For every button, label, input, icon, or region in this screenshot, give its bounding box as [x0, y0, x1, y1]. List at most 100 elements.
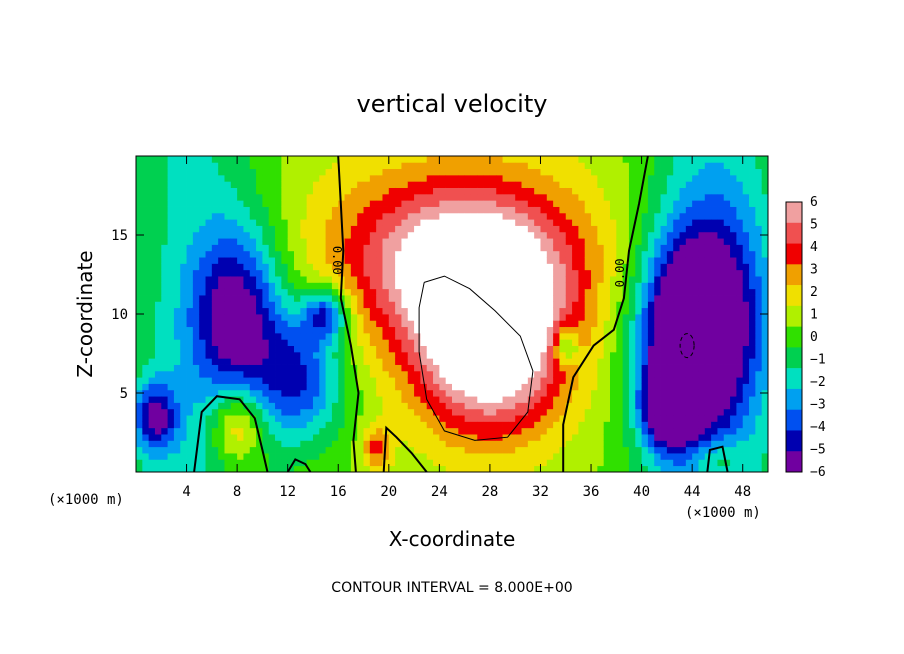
field-cell: [698, 440, 706, 448]
field-cell: [376, 459, 383, 467]
field-cell: [256, 276, 263, 283]
field-cell: [489, 377, 497, 384]
field-cell: [154, 276, 162, 283]
field-cell: [534, 465, 541, 473]
field-cell: [300, 225, 308, 233]
field-cell: [647, 351, 655, 359]
field-cell: [243, 156, 251, 163]
field-cell: [502, 459, 510, 467]
field-cell: [268, 332, 276, 340]
field-cell: [736, 453, 744, 460]
field-cell: [433, 263, 440, 271]
field-cell: [496, 465, 503, 473]
field-cell: [268, 162, 276, 170]
field-cell: [458, 219, 466, 226]
field-cell: [205, 257, 213, 264]
field-cell: [464, 156, 472, 163]
field-cell: [597, 320, 605, 328]
field-cell: [395, 415, 402, 422]
field-cell: [407, 231, 415, 239]
field-cell: [148, 332, 156, 340]
field-cell: [287, 206, 295, 214]
field-cell: [300, 364, 308, 372]
field-cell: [749, 326, 756, 334]
field-cell: [622, 446, 630, 454]
field-cell: [483, 225, 491, 233]
field-cell: [199, 358, 206, 365]
field-cell: [148, 396, 156, 403]
field-cell: [647, 187, 655, 195]
field-cell: [275, 200, 282, 207]
field-cell: [275, 168, 282, 176]
field-cell: [268, 212, 276, 220]
field-cell: [603, 396, 611, 403]
field-cell: [723, 402, 731, 410]
field-cell: [199, 288, 206, 296]
field-cell: [224, 193, 232, 201]
field-cell: [230, 320, 238, 328]
field-cell: [256, 459, 263, 467]
field-cell: [559, 408, 567, 416]
field-cell: [357, 200, 364, 207]
field-cell: [199, 257, 206, 264]
field-cell: [382, 459, 390, 467]
field-cell: [711, 257, 718, 264]
field-cell: [268, 301, 276, 309]
field-cell: [192, 383, 200, 391]
field-cell: [761, 396, 769, 403]
field-cell: [167, 168, 175, 176]
field-cell: [502, 465, 510, 473]
field-cell: [243, 314, 251, 321]
field-cell: [685, 459, 693, 467]
field-cell: [154, 459, 162, 467]
field-cell: [483, 257, 491, 264]
field-cell: [445, 320, 453, 328]
field-cell: [136, 168, 143, 176]
field-cell: [654, 193, 661, 201]
field-cell: [256, 326, 263, 334]
field-cell: [565, 162, 573, 170]
field-cell: [616, 358, 624, 365]
field-cell: [508, 219, 516, 226]
field-cell: [540, 465, 548, 473]
field-cell: [262, 314, 270, 321]
field-cell: [281, 351, 289, 359]
field-cell: [704, 370, 712, 378]
field-cell: [230, 269, 238, 277]
field-cell: [584, 269, 592, 277]
field-cell: [692, 257, 699, 264]
field-cell: [628, 307, 636, 315]
field-cell: [173, 364, 181, 372]
field-cell: [275, 415, 282, 422]
field-cell: [268, 402, 276, 410]
field-cell: [723, 415, 731, 422]
field-cell: [237, 370, 244, 378]
field-cell: [275, 174, 282, 182]
field-cell: [350, 168, 358, 176]
field-cell: [527, 320, 535, 328]
field-cell: [755, 212, 763, 220]
field-cell: [300, 181, 308, 188]
field-cell: [325, 408, 333, 416]
field-cell: [692, 389, 699, 397]
field-cell: [698, 314, 706, 321]
field-cell: [464, 206, 472, 214]
field-cell: [635, 421, 642, 429]
field-cell: [458, 446, 466, 454]
field-cell: [287, 282, 295, 290]
field-cell: [679, 307, 687, 315]
field-cell: [243, 402, 251, 410]
field-cell: [312, 339, 320, 346]
field-cell: [730, 440, 737, 448]
field-cell: [312, 364, 320, 372]
field-cell: [477, 314, 484, 321]
field-cell: [395, 320, 402, 328]
field-cell: [628, 326, 636, 334]
field-cell: [515, 389, 522, 397]
field-cell: [508, 345, 516, 353]
field-cell: [628, 295, 636, 302]
field-cell: [136, 276, 143, 283]
field-cell: [673, 238, 680, 245]
field-cell: [704, 383, 712, 391]
field-cell: [755, 301, 763, 309]
